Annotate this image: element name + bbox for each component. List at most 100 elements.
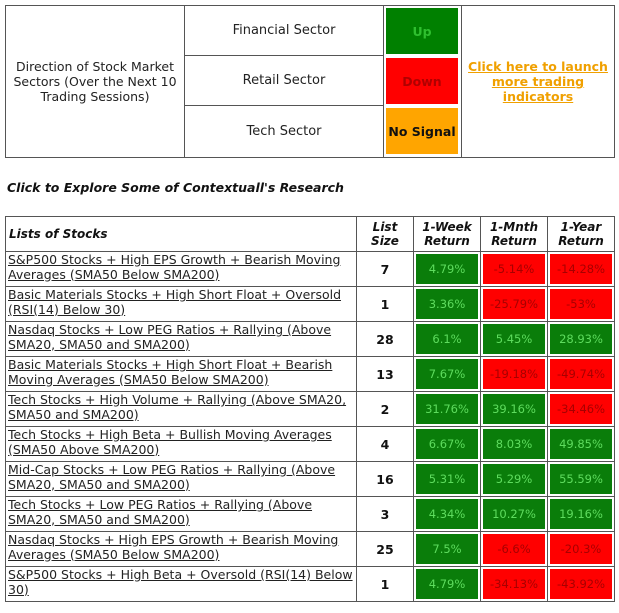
return-cell-year: 49.85%	[547, 426, 615, 462]
return-value-text: 8.03%	[495, 437, 533, 451]
positive-return-value: 10.27%	[483, 499, 545, 529]
stock-list-name-cell: Tech Stocks + Low PEG Ratios + Rallying …	[5, 496, 357, 532]
negative-return-value: -14.28%	[550, 254, 612, 284]
negative-return-value: -49.74%	[550, 359, 612, 389]
header-list-size: List Size	[356, 216, 414, 252]
return-cell-year: -53%	[547, 286, 615, 322]
header-lists-of-stocks: Lists of Stocks	[5, 216, 357, 252]
negative-return-value: -53%	[550, 289, 612, 319]
return-value-text: 5.31%	[428, 472, 466, 486]
return-value-text: 3.36%	[428, 297, 466, 311]
stock-list-link[interactable]: Tech Stocks + High Beta + Bullish Moving…	[8, 427, 332, 457]
table-row: Basic Materials Stocks + High Short Floa…	[5, 286, 615, 322]
return-cell-month: -6.6%	[480, 531, 548, 567]
stock-list-name-cell: Mid-Cap Stocks + Low PEG Ratios + Rallyi…	[5, 461, 357, 497]
return-cell-month: 10.27%	[480, 496, 548, 532]
sector-signal-retail: Down	[386, 58, 458, 104]
negative-return-value: -25.79%	[483, 289, 545, 319]
stock-list-link[interactable]: Nasdaq Stocks + High EPS Growth + Bearis…	[8, 532, 339, 562]
stock-list-link[interactable]: Tech Stocks + Low PEG Ratios + Rallying …	[8, 497, 313, 527]
return-value-text: -34.46%	[557, 402, 605, 416]
stock-list-name-cell: Nasdaq Stocks + High EPS Growth + Bearis…	[5, 531, 357, 567]
return-cell-week: 4.34%	[413, 496, 481, 532]
stock-list-link[interactable]: Basic Materials Stocks + High Short Floa…	[8, 287, 342, 317]
return-value-text: 4.79%	[428, 577, 466, 591]
sector-names-column: Financial Sector Retail Sector Tech Sect…	[184, 6, 384, 157]
return-value-text: 4.34%	[428, 507, 466, 521]
return-cell-month: -25.79%	[480, 286, 548, 322]
table-row: Tech Stocks + High Beta + Bullish Moving…	[5, 426, 615, 462]
stock-list-link[interactable]: Basic Materials Stocks + High Short Floa…	[8, 357, 333, 387]
return-value-text: -20.3%	[560, 542, 602, 556]
positive-return-value: 7.67%	[416, 359, 478, 389]
return-cell-month: 39.16%	[480, 391, 548, 427]
list-size-cell: 28	[356, 321, 414, 357]
stock-list-link[interactable]: Nasdaq Stocks + Low PEG Ratios + Rallyin…	[8, 322, 332, 352]
header-1-month-return: 1-Mnth Return	[480, 216, 548, 252]
table-row: Mid-Cap Stocks + Low PEG Ratios + Rallyi…	[5, 461, 615, 497]
return-value-text: 7.5%	[432, 542, 462, 556]
return-value-text: 7.67%	[428, 367, 466, 381]
negative-return-value: -34.13%	[483, 569, 545, 599]
positive-return-value: 4.79%	[416, 569, 478, 599]
return-value-text: 6.67%	[428, 437, 466, 451]
stock-list-name-cell: Tech Stocks + High Volume + Rallying (Ab…	[5, 391, 357, 427]
stock-list-link[interactable]: Mid-Cap Stocks + Low PEG Ratios + Rallyi…	[8, 462, 336, 492]
return-value-text: -25.79%	[490, 297, 538, 311]
stock-lists-table: Lists of Stocks List Size 1-Week Return …	[5, 216, 615, 602]
return-cell-year: 19.16%	[547, 496, 615, 532]
header-1-year-return: 1-Year Return	[547, 216, 615, 252]
stock-list-name-cell: Basic Materials Stocks + High Short Floa…	[5, 356, 357, 392]
table-row: Nasdaq Stocks + High EPS Growth + Bearis…	[5, 531, 615, 567]
stock-list-name-cell: Tech Stocks + High Beta + Bullish Moving…	[5, 426, 357, 462]
positive-return-value: 6.1%	[416, 324, 478, 354]
table-row: Tech Stocks + High Volume + Rallying (Ab…	[5, 391, 615, 427]
return-cell-week: 7.67%	[413, 356, 481, 392]
list-size-cell: 25	[356, 531, 414, 567]
return-value-text: 28.93%	[559, 332, 603, 346]
list-size-cell: 13	[356, 356, 414, 392]
return-value-text: -53%	[566, 297, 596, 311]
positive-return-value: 3.36%	[416, 289, 478, 319]
negative-return-value: -19.18%	[483, 359, 545, 389]
stock-list-link[interactable]: S&P500 Stocks + High EPS Growth + Bearis…	[8, 252, 341, 282]
table-row: S&P500 Stocks + High EPS Growth + Bearis…	[5, 251, 615, 287]
return-cell-year: -34.46%	[547, 391, 615, 427]
return-cell-year: -43.92%	[547, 566, 615, 602]
return-value-text: -6.6%	[497, 542, 531, 556]
positive-return-value: 19.16%	[550, 499, 612, 529]
negative-return-value: -6.6%	[483, 534, 545, 564]
return-value-text: 55.59%	[559, 472, 603, 486]
return-value-text: -49.74%	[557, 367, 605, 381]
return-cell-year: -20.3%	[547, 531, 615, 567]
stock-list-name-cell: S&P500 Stocks + High Beta + Oversold (RS…	[5, 566, 357, 602]
return-cell-week: 6.1%	[413, 321, 481, 357]
header-1-week-return: 1-Week Return	[413, 216, 481, 252]
table-row: S&P500 Stocks + High Beta + Oversold (RS…	[5, 566, 615, 602]
negative-return-value: -20.3%	[550, 534, 612, 564]
return-value-text: 19.16%	[559, 507, 603, 521]
return-value-text: 5.45%	[495, 332, 533, 346]
sector-signals-column: Up Down No Signal	[384, 6, 462, 157]
sector-name-financial: Financial Sector	[185, 6, 383, 56]
stock-list-link[interactable]: S&P500 Stocks + High Beta + Oversold (RS…	[8, 567, 353, 597]
positive-return-value: 4.34%	[416, 499, 478, 529]
positive-return-value: 8.03%	[483, 429, 545, 459]
sector-signal-tech: No Signal	[386, 108, 458, 154]
launch-indicators-link[interactable]: Click here to launch more trading indica…	[468, 59, 608, 104]
return-value-text: 5.29%	[495, 472, 533, 486]
return-cell-year: -14.28%	[547, 251, 615, 287]
return-value-text: 10.27%	[492, 507, 536, 521]
positive-return-value: 5.31%	[416, 464, 478, 494]
positive-return-value: 28.93%	[550, 324, 612, 354]
stock-list-name-cell: S&P500 Stocks + High EPS Growth + Bearis…	[5, 251, 357, 287]
return-value-text: -5.14%	[493, 262, 535, 276]
list-size-cell: 16	[356, 461, 414, 497]
stock-list-link[interactable]: Tech Stocks + High Volume + Rallying (Ab…	[8, 392, 347, 422]
return-value-text: 6.1%	[432, 332, 462, 346]
return-cell-year: 55.59%	[547, 461, 615, 497]
sector-name-tech: Tech Sector	[246, 124, 322, 139]
return-value-text: 39.16%	[492, 402, 536, 416]
table-header-row: Lists of Stocks List Size 1-Week Return …	[5, 216, 615, 252]
list-size-cell: 7	[356, 251, 414, 287]
